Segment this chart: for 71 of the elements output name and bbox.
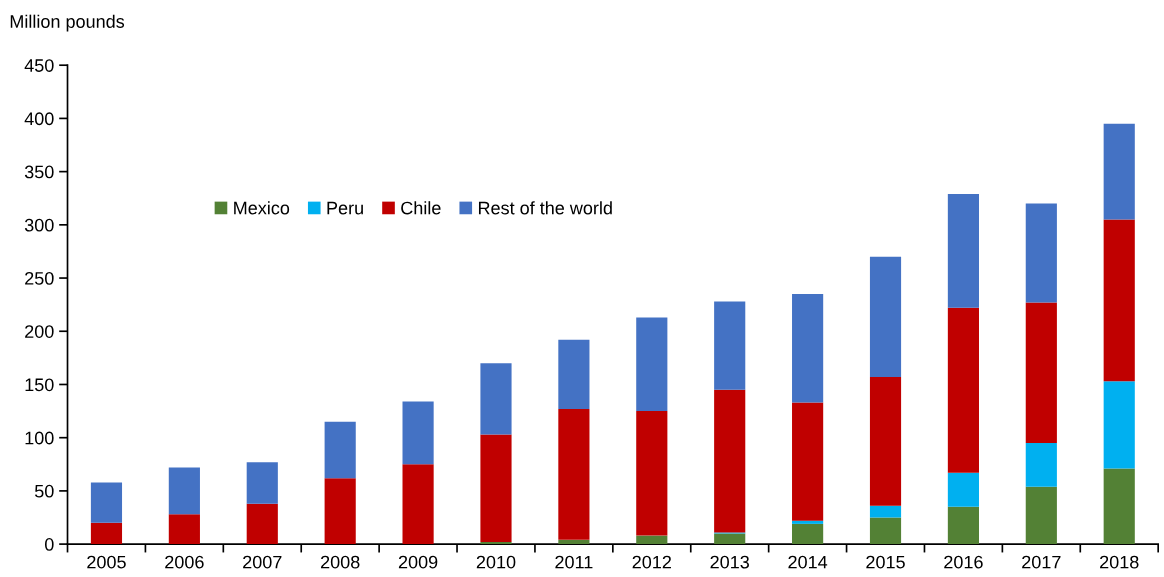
x-tick-label: 2007 <box>243 555 282 569</box>
bar <box>947 193 979 308</box>
bar <box>558 339 590 409</box>
x-tick-label: 2005 <box>87 555 126 569</box>
bar <box>1025 443 1057 487</box>
bar <box>168 467 200 515</box>
bar <box>1025 203 1057 303</box>
bar <box>869 505 902 518</box>
y-tick-label: 0 <box>44 538 54 551</box>
x-tick-label: 2015 <box>866 555 905 569</box>
legend-label: Peru <box>327 201 363 215</box>
bar <box>402 464 434 545</box>
bar <box>636 535 668 545</box>
bar <box>402 401 434 465</box>
y-tick-label: 400 <box>24 112 54 126</box>
bar <box>1103 381 1135 469</box>
bar <box>1025 302 1057 444</box>
legend-label: Chile <box>401 201 441 215</box>
y-tick-label: 350 <box>24 165 54 179</box>
x-tick-label: 2018 <box>1100 555 1139 569</box>
bar <box>869 256 902 378</box>
legend-label: Rest of the world <box>478 201 612 215</box>
x-tick-label: 2012 <box>632 555 671 569</box>
bar <box>792 294 824 403</box>
bar <box>1103 123 1135 220</box>
bar <box>324 421 356 479</box>
x-tick-label: 2006 <box>165 555 204 569</box>
y-tick-label: 50 <box>34 484 54 498</box>
bar <box>246 462 278 504</box>
bar <box>558 539 590 545</box>
bar <box>558 408 590 540</box>
x-tick-label: 2011 <box>555 555 593 569</box>
bar <box>480 363 512 435</box>
y-tick-label: 450 <box>24 59 54 72</box>
y-tick-label: 150 <box>25 378 54 392</box>
y-tick-label: 100 <box>25 431 54 445</box>
bar <box>714 301 746 390</box>
bar <box>168 514 200 545</box>
bar <box>246 503 278 545</box>
bar <box>947 307 979 473</box>
x-tick-label: 2014 <box>788 555 828 569</box>
bar <box>869 517 902 545</box>
bar <box>792 402 824 521</box>
y-axis-title: Million pounds <box>10 14 125 32</box>
bar <box>714 389 746 533</box>
y-tick-label: 300 <box>24 218 54 232</box>
bar <box>480 434 512 542</box>
x-tick-label: 2016 <box>944 555 983 569</box>
bar <box>714 533 746 545</box>
bar <box>792 520 824 524</box>
bar <box>636 411 668 536</box>
bar <box>869 377 902 506</box>
x-tick-label: 2017 <box>1022 555 1061 569</box>
x-tick-label: 2010 <box>476 555 516 569</box>
x-tick-label: 2008 <box>321 555 360 569</box>
bar <box>1103 468 1135 545</box>
x-tick-label: 2013 <box>710 555 749 569</box>
bar <box>1103 219 1135 382</box>
bar <box>90 482 123 523</box>
bar <box>947 506 979 545</box>
legend-label: Mexico <box>234 201 290 215</box>
bar <box>1025 486 1057 545</box>
bar <box>90 522 123 545</box>
bar <box>324 478 356 545</box>
bar <box>636 317 668 412</box>
bar <box>480 541 512 545</box>
bar <box>947 472 979 507</box>
x-tick-label: 2009 <box>398 555 438 569</box>
bar <box>792 523 824 545</box>
y-tick-label: 200 <box>25 325 54 338</box>
y-tick-label: 250 <box>25 271 54 285</box>
